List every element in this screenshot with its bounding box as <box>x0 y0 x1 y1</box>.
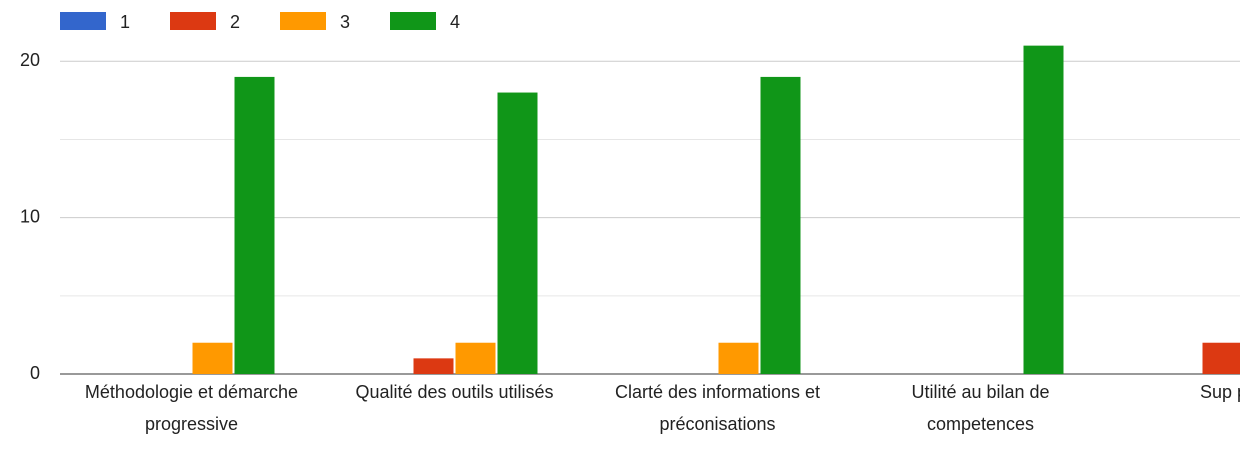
x-tick-label: Méthodologie et démarche progressive <box>84 382 299 434</box>
bar <box>455 342 496 374</box>
x-tick-label: Utilité au bilan de competences <box>911 382 1050 434</box>
legend-label: 2 <box>230 12 240 32</box>
bar <box>497 92 538 374</box>
bar <box>234 76 275 374</box>
legend-label: 1 <box>120 12 130 32</box>
legend-swatch <box>170 12 216 30</box>
y-tick-label: 20 <box>20 50 40 70</box>
legend-label: 4 <box>450 12 460 32</box>
bar <box>1202 342 1240 374</box>
bar <box>1023 45 1064 375</box>
legend-swatch <box>390 12 436 30</box>
bar <box>192 342 233 374</box>
bar <box>413 358 454 374</box>
legend-swatch <box>60 12 106 30</box>
legend-label: 3 <box>340 12 350 32</box>
y-tick-label: 10 <box>20 206 40 226</box>
bar <box>718 342 759 374</box>
x-tick-label: Sup pédag <box>1199 382 1240 402</box>
bar <box>760 76 801 374</box>
legend-swatch <box>280 12 326 30</box>
x-tick-label: Clarté des informations et préconisation… <box>614 382 821 434</box>
y-tick-label: 0 <box>30 363 40 383</box>
x-tick-label: Qualité des outils utilisés <box>355 382 554 402</box>
